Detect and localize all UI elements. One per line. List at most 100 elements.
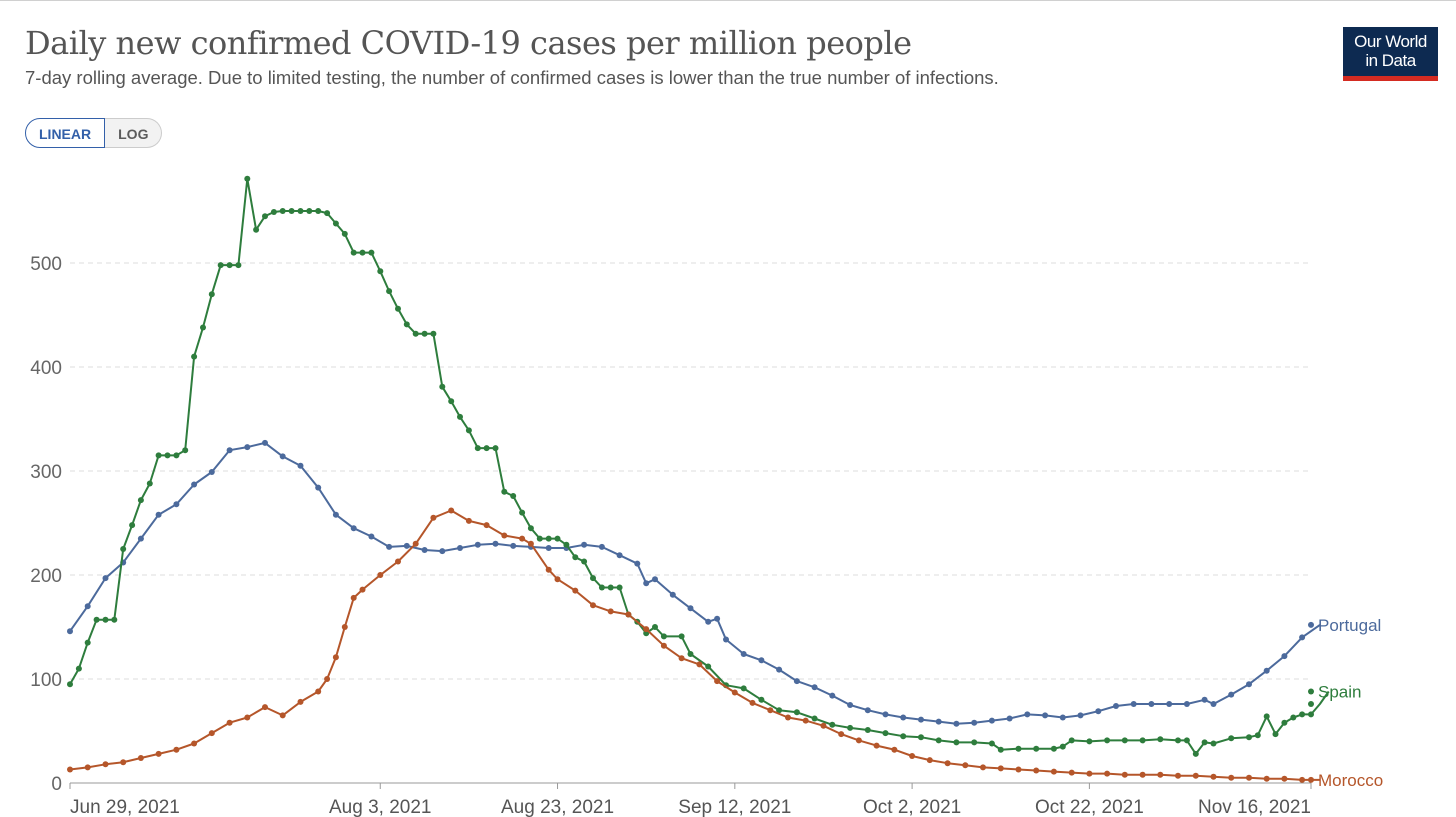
spain-data-point[interactable] bbox=[1121, 737, 1128, 744]
spain-data-point[interactable] bbox=[1015, 745, 1022, 752]
morocco-label[interactable]: Morocco bbox=[1318, 771, 1383, 790]
spain-data-point[interactable] bbox=[811, 715, 818, 722]
spain-data-point[interactable] bbox=[687, 651, 694, 657]
spain-data-point[interactable] bbox=[1183, 737, 1190, 744]
spain-data-point[interactable] bbox=[430, 330, 437, 337]
spain-data-point[interactable] bbox=[1033, 745, 1040, 752]
log-scale-button[interactable]: LOG bbox=[105, 118, 163, 148]
spain-data-point[interactable] bbox=[652, 624, 658, 630]
portugal-data-point[interactable] bbox=[1148, 701, 1155, 707]
portugal-data-point[interactable] bbox=[191, 481, 198, 488]
spain-data-point[interactable] bbox=[971, 739, 978, 746]
portugal-data-point[interactable] bbox=[492, 540, 499, 547]
spain-data-point[interactable] bbox=[660, 633, 667, 640]
spain-data-point[interactable] bbox=[705, 663, 712, 670]
morocco-data-point[interactable] bbox=[1139, 771, 1146, 778]
spain-data-point[interactable] bbox=[403, 321, 410, 328]
spain-data-point[interactable] bbox=[953, 739, 960, 746]
portugal-data-point[interactable] bbox=[1299, 634, 1306, 641]
spain-data-point[interactable] bbox=[776, 707, 783, 714]
portugal-data-point[interactable] bbox=[669, 591, 676, 598]
morocco-data-point[interactable] bbox=[359, 586, 366, 593]
portugal-data-point[interactable] bbox=[1183, 701, 1190, 707]
spain-data-point[interactable] bbox=[448, 398, 455, 405]
spain-data-point[interactable] bbox=[519, 509, 526, 516]
spain-data-point[interactable] bbox=[882, 730, 889, 737]
spain-data-point[interactable] bbox=[598, 584, 605, 591]
portugal-data-point[interactable] bbox=[1281, 653, 1288, 660]
spain-data-point[interactable] bbox=[474, 445, 481, 452]
spain-data-point[interactable] bbox=[102, 616, 109, 623]
portugal-data-point[interactable] bbox=[643, 580, 650, 587]
spain-data-point[interactable] bbox=[1308, 711, 1314, 718]
morocco-data-point[interactable] bbox=[643, 626, 650, 633]
morocco-data-point[interactable] bbox=[412, 540, 419, 547]
spain-data-point[interactable] bbox=[297, 208, 304, 214]
spain-data-point[interactable] bbox=[359, 249, 366, 256]
portugal-data-point[interactable] bbox=[279, 453, 286, 460]
owid-logo[interactable]: Our World in Data bbox=[1343, 27, 1438, 81]
morocco-data-point[interactable] bbox=[767, 707, 774, 714]
portugal-data-point[interactable] bbox=[368, 533, 375, 540]
spain-line[interactable] bbox=[69, 177, 1330, 755]
morocco-data-point[interactable] bbox=[1068, 769, 1075, 776]
morocco-data-point[interactable] bbox=[1050, 768, 1057, 775]
portugal-data-point[interactable] bbox=[545, 545, 552, 551]
portugal-data-point[interactable] bbox=[847, 702, 854, 708]
portugal-data-point[interactable] bbox=[581, 541, 588, 548]
portugal-data-point[interactable] bbox=[1130, 701, 1137, 707]
morocco-data-point[interactable] bbox=[714, 678, 721, 685]
portugal-data-point[interactable] bbox=[1166, 701, 1173, 707]
spain-data-point[interactable] bbox=[616, 584, 623, 591]
morocco-data-point[interactable] bbox=[1308, 776, 1314, 783]
spain-label[interactable]: Spain bbox=[1318, 682, 1361, 701]
portugal-data-point[interactable] bbox=[102, 575, 109, 582]
morocco-data-point[interactable] bbox=[873, 742, 880, 749]
spain-data-point[interactable] bbox=[829, 721, 836, 728]
portugal-data-point[interactable] bbox=[616, 552, 623, 559]
portugal-data-point[interactable] bbox=[988, 717, 995, 724]
portugal-data-point[interactable] bbox=[598, 543, 605, 550]
morocco-data-point[interactable] bbox=[483, 522, 490, 529]
portugal-data-point[interactable] bbox=[1228, 691, 1235, 698]
spain-data-point[interactable] bbox=[315, 208, 322, 214]
morocco-data-point[interactable] bbox=[341, 624, 348, 630]
spain-data-point[interactable] bbox=[1139, 737, 1146, 744]
spain-data-point[interactable] bbox=[590, 575, 596, 582]
portugal-data-point[interactable] bbox=[1077, 712, 1084, 719]
spain-data-point[interactable] bbox=[146, 480, 153, 487]
morocco-data-point[interactable] bbox=[279, 712, 286, 719]
spain-data-point[interactable] bbox=[847, 724, 854, 731]
spain-data-point[interactable] bbox=[1281, 719, 1288, 726]
morocco-data-point[interactable] bbox=[1086, 770, 1093, 777]
morocco-data-point[interactable] bbox=[84, 764, 91, 771]
morocco-data-point[interactable] bbox=[785, 714, 791, 721]
morocco-data-point[interactable] bbox=[997, 765, 1004, 772]
morocco-data-point[interactable] bbox=[855, 737, 862, 744]
portugal-data-point[interactable] bbox=[350, 525, 357, 532]
portugal-data-point[interactable] bbox=[439, 548, 446, 555]
spain-data-point[interactable] bbox=[1246, 734, 1252, 741]
spain-data-point[interactable] bbox=[1050, 745, 1057, 752]
morocco-data-point[interactable] bbox=[448, 507, 455, 514]
spain-data-point[interactable] bbox=[935, 737, 942, 744]
portugal-data-point[interactable] bbox=[971, 719, 978, 726]
morocco-data-point[interactable] bbox=[1263, 775, 1270, 782]
portugal-data-point[interactable] bbox=[421, 547, 428, 553]
spain-data-point[interactable] bbox=[93, 616, 100, 623]
portugal-data-point[interactable] bbox=[829, 692, 836, 699]
portugal-data-point[interactable] bbox=[262, 439, 268, 446]
portugal-data-point[interactable] bbox=[474, 541, 481, 548]
spain-data-point[interactable] bbox=[793, 709, 800, 716]
spain-data-point[interactable] bbox=[1308, 688, 1314, 695]
portugal-data-point[interactable] bbox=[793, 678, 800, 685]
spain-data-point[interactable] bbox=[439, 383, 446, 390]
morocco-data-point[interactable] bbox=[838, 731, 845, 738]
spain-data-point[interactable] bbox=[1104, 737, 1111, 744]
morocco-data-point[interactable] bbox=[1246, 774, 1252, 781]
morocco-data-point[interactable] bbox=[820, 722, 827, 729]
portugal-data-point[interactable] bbox=[510, 542, 517, 549]
spain-data-point[interactable] bbox=[1272, 731, 1279, 738]
spain-data-point[interactable] bbox=[120, 546, 127, 552]
spain-data-point[interactable] bbox=[137, 497, 144, 504]
